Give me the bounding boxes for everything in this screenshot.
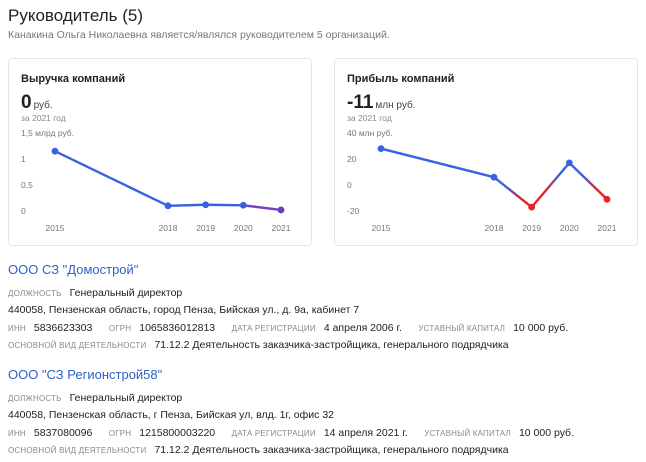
org-ogrn-label: ОГРН (108, 324, 132, 333)
y-tick-label: 1,5 млрд руб. (21, 128, 74, 138)
profit-card-title: Прибыль компаний (347, 73, 455, 85)
org-activity-row: ОСНОВНОЙ ВИД ДЕЯТЕЛЬНОСТИ 71.12.2 Деятель… (8, 440, 509, 458)
y-tick-label: 1 (21, 154, 26, 164)
revenue-value-unit: руб. (33, 100, 53, 111)
org-activity-row: ОСНОВНОЙ ВИД ДЕЯТЕЛЬНОСТИ 71.12.2 Деятель… (8, 335, 509, 353)
org-capital-label: УСТАВНЫЙ КАПИТАЛ (418, 324, 506, 333)
org-capital-label: УСТАВНЫЙ КАПИТАЛ (424, 429, 511, 438)
org-inn: 5836623303 (33, 322, 93, 334)
profit-value: -11 млн руб. (347, 92, 416, 114)
org-position: Генеральный директор (69, 392, 183, 404)
series-line-segment (568, 161, 609, 201)
org-reg-label: ДАТА РЕГИСТРАЦИИ (231, 429, 316, 438)
org-address: 440058, Пензенская область, г Пенза, Бий… (8, 405, 334, 423)
org-name-link[interactable]: ООО СЗ "Домострой" (8, 262, 139, 277)
org-inn: 5837080096 (33, 427, 93, 439)
revenue-value-number: 0 (21, 92, 32, 113)
org-address-text: 440058, Пензенская область, г Пенза, Бий… (8, 409, 334, 421)
x-tick-label: 2021 (598, 223, 617, 233)
series-line-segment (492, 175, 533, 209)
org-ogrn: 1215800003220 (139, 427, 216, 439)
y-tick-label: 20 (347, 154, 357, 164)
org-inn-label: ИНН (8, 429, 26, 438)
org-address-text: 440058, Пензенская область, город Пенза,… (8, 304, 360, 316)
org-position-row: ДОЛЖНОСТЬ Генеральный директор (8, 283, 182, 301)
data-point (528, 203, 536, 211)
org-item: ООО "СЗ Регионстрой58" (8, 367, 162, 382)
org-ids-row: ИНН 5836623303 ОГРН 1065836012813 ДАТА РЕГ… (8, 318, 568, 336)
org-ogrn: 1065836012813 (139, 322, 216, 334)
org-position: Генеральный директор (69, 287, 183, 299)
org-position-row: ДОЛЖНОСТЬ Генеральный директор (8, 388, 182, 406)
page-title: Руководитель (5) (8, 6, 144, 25)
profit-chart: 40 млн руб. 20 0 -20 2015 2018 2019 2020 2021 (347, 128, 617, 233)
series-line-segment (204, 203, 245, 207)
revenue-value: 0 руб. (21, 92, 53, 114)
x-tick-label: 2018 (159, 223, 178, 233)
x-tick-label: 2015 (372, 223, 391, 233)
org-position-label: ДОЛЖНОСТЬ (8, 289, 62, 298)
data-point (164, 202, 172, 210)
y-tick-label: 0 (21, 206, 26, 216)
x-tick-label: 2020 (234, 223, 253, 233)
data-point (239, 201, 247, 209)
org-position-label: ДОЛЖНОСТЬ (8, 394, 62, 403)
org-activity: 71.12.2 Деятельность заказчика-застройщи… (154, 339, 509, 351)
data-point (490, 173, 498, 181)
page-subtitle: Канакина Ольга Николаевна является/являл… (8, 29, 390, 41)
x-tick-label: 2019 (196, 223, 215, 233)
series-line-segment (242, 204, 283, 212)
profit-period: за 2021 год (347, 113, 392, 123)
data-point (51, 147, 59, 155)
org-activity-label: ОСНОВНОЙ ВИД ДЕЯТЕЛЬНОСТИ (8, 446, 147, 455)
y-tick-label: 0,5 (21, 180, 33, 190)
y-tick-label: -20 (347, 206, 360, 216)
org-item: ООО СЗ "Домострой" (8, 262, 138, 277)
series-line-segment (166, 203, 207, 208)
y-tick-label: 0 (347, 180, 352, 190)
x-tick-label: 2015 (46, 223, 65, 233)
data-point (565, 159, 573, 167)
data-point (603, 195, 611, 203)
y-tick-label: 40 млн руб. (347, 128, 393, 138)
series-line-segment (379, 147, 496, 179)
data-point (377, 145, 385, 152)
revenue-chart: 1,5 млрд руб. 1 0,5 0 2015 2018 2019 2020 2021 (21, 128, 291, 233)
org-activity: 71.12.2 Деятельность заказчика-застройщи… (154, 444, 509, 456)
org-ogrn-label: ОГРН (108, 429, 132, 438)
profit-card: Прибыль компаний -11 млн руб. за 2021 год… (334, 58, 638, 246)
org-activity-label: ОСНОВНОЙ ВИД ДЕЯТЕЛЬНОСТИ (8, 341, 147, 350)
x-tick-label: 2019 (522, 223, 541, 233)
org-reg-date: 4 апреля 2006 г. (323, 322, 402, 334)
org-inn-label: ИНН (8, 324, 26, 333)
org-reg-label: ДАТА РЕГИСТРАЦИИ (231, 324, 316, 333)
series-line-segment (530, 161, 571, 209)
x-tick-label: 2021 (272, 223, 291, 233)
org-address: 440058, Пензенская область, город Пенза,… (8, 300, 359, 318)
x-tick-label: 2020 (560, 223, 579, 233)
org-ids-row: ИНН 5837080096 ОГРН 1215800003220 ДАТА РЕГ… (8, 423, 574, 441)
profit-value-unit: млн руб. (375, 100, 416, 111)
org-capital: 10 000 руб. (518, 427, 574, 439)
org-name-link[interactable]: ООО "СЗ Регионстрой58" (8, 367, 163, 382)
revenue-period: за 2021 год (21, 113, 66, 123)
revenue-card: Выручка компаний 0 руб. за 2021 год 1,5 м… (8, 58, 312, 246)
series-line-segment (53, 149, 170, 208)
profit-value-number: -11 (347, 92, 374, 113)
data-point (277, 206, 285, 214)
x-tick-label: 2018 (485, 223, 504, 233)
revenue-card-title: Выручка компаний (21, 73, 126, 85)
data-point (202, 201, 210, 209)
org-capital: 10 000 руб. (513, 322, 569, 334)
org-reg-date: 14 апреля 2021 г. (323, 427, 408, 439)
